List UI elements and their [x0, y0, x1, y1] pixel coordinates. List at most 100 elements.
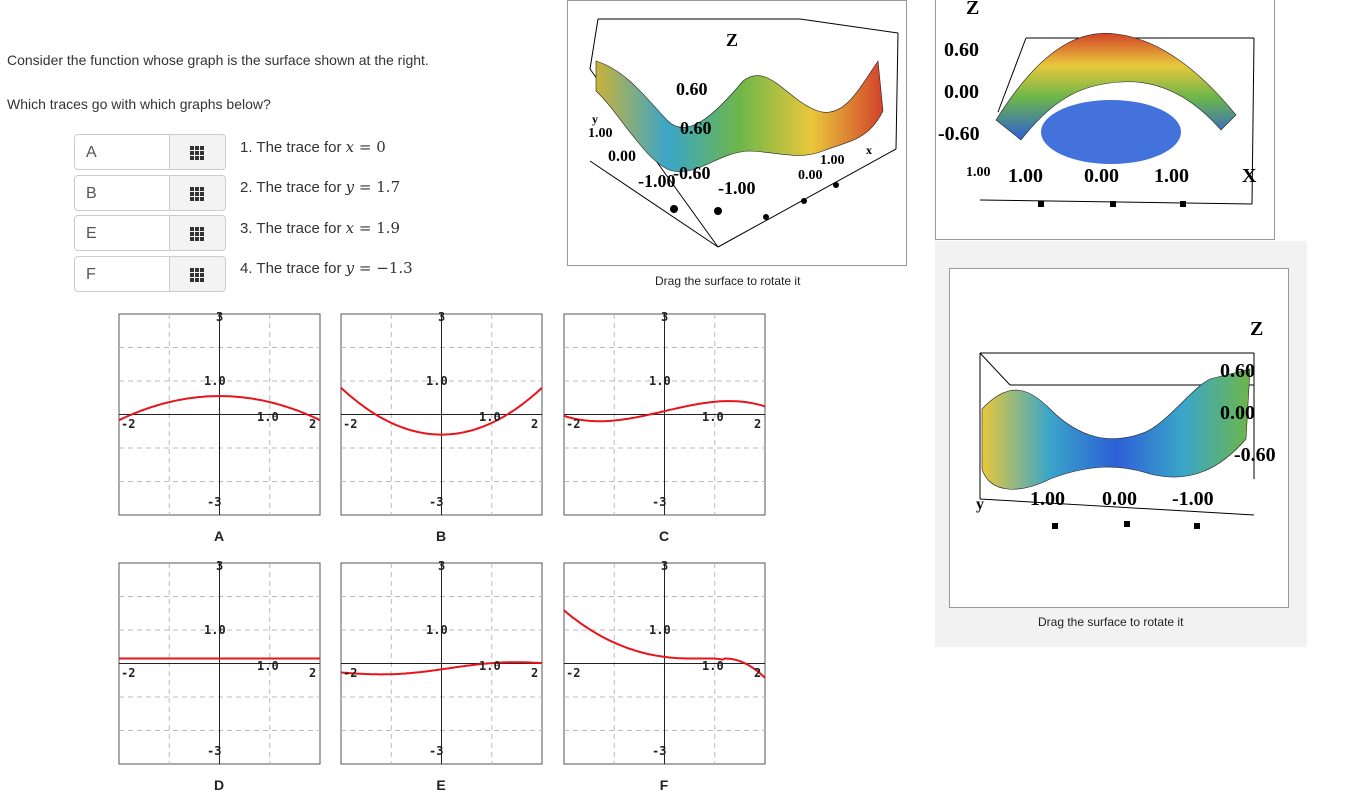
trace-prompt-4: 4. The trace for y = −1.3 [240, 259, 413, 277]
surface-view-3[interactable]: Z 0.60 0.00 -0.60 1.00 0.00 -1.00 y [949, 268, 1289, 608]
tick-label: 1.0 [426, 623, 448, 637]
trace-text: The trace for [256, 260, 342, 277]
trace-curve [563, 400, 766, 423]
trace-equals: = [358, 259, 372, 277]
tick-label: -3 [429, 495, 444, 509]
tick-label: 2 [754, 417, 762, 431]
tick-label: 3 [661, 310, 669, 324]
tick-label: -0.60 [938, 123, 980, 145]
answer-select-3[interactable]: E [74, 215, 226, 253]
tick-label: 0.00 [1102, 488, 1137, 510]
answer-value[interactable]: F [74, 256, 170, 292]
trace-equals: = [358, 219, 372, 237]
choice-grid-button[interactable] [170, 256, 226, 292]
answer-select-1[interactable]: A [74, 134, 226, 172]
tick-label: 1.00 [1008, 165, 1043, 187]
question-subprompt: Which traces go with which graphs below? [7, 96, 271, 112]
tick-label: -3 [652, 744, 667, 758]
x-axis-label: x [866, 143, 872, 157]
grid-icon [190, 268, 204, 282]
trace-text: The trace for [256, 179, 342, 196]
tick-label: 1.0 [257, 659, 279, 673]
tick-label: -3 [652, 495, 667, 509]
tick-label: 1.00 [1154, 165, 1189, 187]
trace-variable: x [345, 219, 355, 237]
choice-grid-button[interactable] [170, 175, 226, 211]
tick-label: 0.60 [1220, 360, 1255, 382]
tick-label: 1.0 [426, 374, 448, 388]
tick-label: -3 [429, 744, 444, 758]
tick-label: -1.00 [1172, 488, 1214, 510]
answer-select-2[interactable]: B [74, 175, 226, 213]
question-prompt: Consider the function whose graph is the… [7, 52, 429, 68]
tick-label: -2 [566, 417, 581, 431]
trace-value: 1.9 [376, 219, 401, 237]
trace-equals: = [358, 178, 372, 196]
tick-label: 3 [661, 559, 669, 573]
grid-icon [190, 227, 204, 241]
surface-view-2[interactable]: Z 0.60 0.00 -0.60 1.00 1.00 0.00 1.00 X [935, 0, 1275, 240]
grid-icon [190, 146, 204, 160]
trace-graph-e [340, 562, 543, 765]
trace-curve [340, 661, 543, 676]
tick-label: -2 [121, 417, 136, 431]
trace-curve [340, 386, 543, 436]
tick-label: 1.00 [966, 165, 991, 180]
tick-label: 3 [216, 559, 224, 573]
surface-plot-2[interactable]: Z 0.60 0.00 -0.60 1.00 1.00 0.00 1.00 X [936, 0, 1275, 240]
tick-label: 2 [754, 666, 762, 680]
tick-label: 0.60 [680, 118, 712, 138]
x-axis-label: X [1242, 165, 1257, 187]
trace-text: The trace for [256, 139, 342, 156]
choice-grid-button[interactable] [170, 134, 226, 170]
tick-label: 2 [531, 417, 539, 431]
tick-label: -3 [207, 744, 222, 758]
trace-value: −1.3 [376, 259, 413, 277]
rotate-caption-1: Drag the surface to rotate it [655, 274, 801, 288]
choice-grid-button[interactable] [170, 215, 226, 251]
trace-number: 1. [240, 139, 253, 156]
surface-mesh [981, 368, 1251, 490]
tick-label: 1.0 [479, 410, 501, 424]
tick-label: 2 [531, 666, 539, 680]
answer-value[interactable]: E [74, 215, 170, 251]
tick-label: -0.60 [1234, 444, 1276, 466]
answer-value[interactable]: A [74, 134, 170, 170]
surface-view-1[interactable]: Z 0.60 0.60 1.00 0.00 -1.00 -0.60 -1.00 … [567, 0, 907, 266]
trace-prompt-1: 1. The trace for x = 0 [240, 138, 386, 156]
graph-label-c: C [658, 528, 670, 544]
tick-label: 2 [309, 417, 317, 431]
tick-label: 0.00 [1220, 402, 1255, 424]
tick-label: -2 [343, 417, 358, 431]
tick-label: -2 [121, 666, 136, 680]
y-axis-label: y [976, 496, 984, 513]
trace-prompt-3: 3. The trace for x = 1.9 [240, 219, 400, 237]
trace-prompt-2: 2. The trace for y = 1.7 [240, 178, 400, 196]
tick-label: 1.0 [204, 623, 226, 637]
tick-label: 3 [438, 310, 446, 324]
tick-label: 0.00 [1084, 165, 1119, 187]
rotate-caption-2: Drag the surface to rotate it [1038, 615, 1184, 629]
trace-number: 2. [240, 179, 253, 196]
trace-number: 4. [240, 260, 253, 277]
grid-icon [190, 187, 204, 201]
trace-curve [563, 609, 766, 679]
tick-label: -3 [207, 495, 222, 509]
tick-label: 0.00 [798, 168, 823, 183]
z-axis-label: Z [1250, 318, 1263, 340]
tick-label: 1.0 [479, 659, 501, 673]
surface-plot-1[interactable]: Z 0.60 0.60 1.00 0.00 -1.00 -0.60 -1.00 … [568, 1, 907, 266]
tick-label: 0.60 [676, 79, 708, 99]
tick-label: 0.60 [944, 39, 979, 61]
graph-label-a: A [213, 528, 225, 544]
answer-select-4[interactable]: F [74, 256, 226, 294]
graph-label-e: E [436, 777, 446, 793]
tick-label: 1.00 [588, 126, 613, 141]
trace-curve [118, 395, 321, 422]
tick-label: 3 [216, 310, 224, 324]
surface-plot-3[interactable]: Z 0.60 0.00 -0.60 1.00 0.00 -1.00 y [950, 269, 1289, 608]
trace-number: 3. [240, 220, 253, 237]
z-axis-label: Z [726, 30, 738, 50]
trace-text: The trace for [256, 220, 342, 237]
answer-value[interactable]: B [74, 175, 170, 211]
